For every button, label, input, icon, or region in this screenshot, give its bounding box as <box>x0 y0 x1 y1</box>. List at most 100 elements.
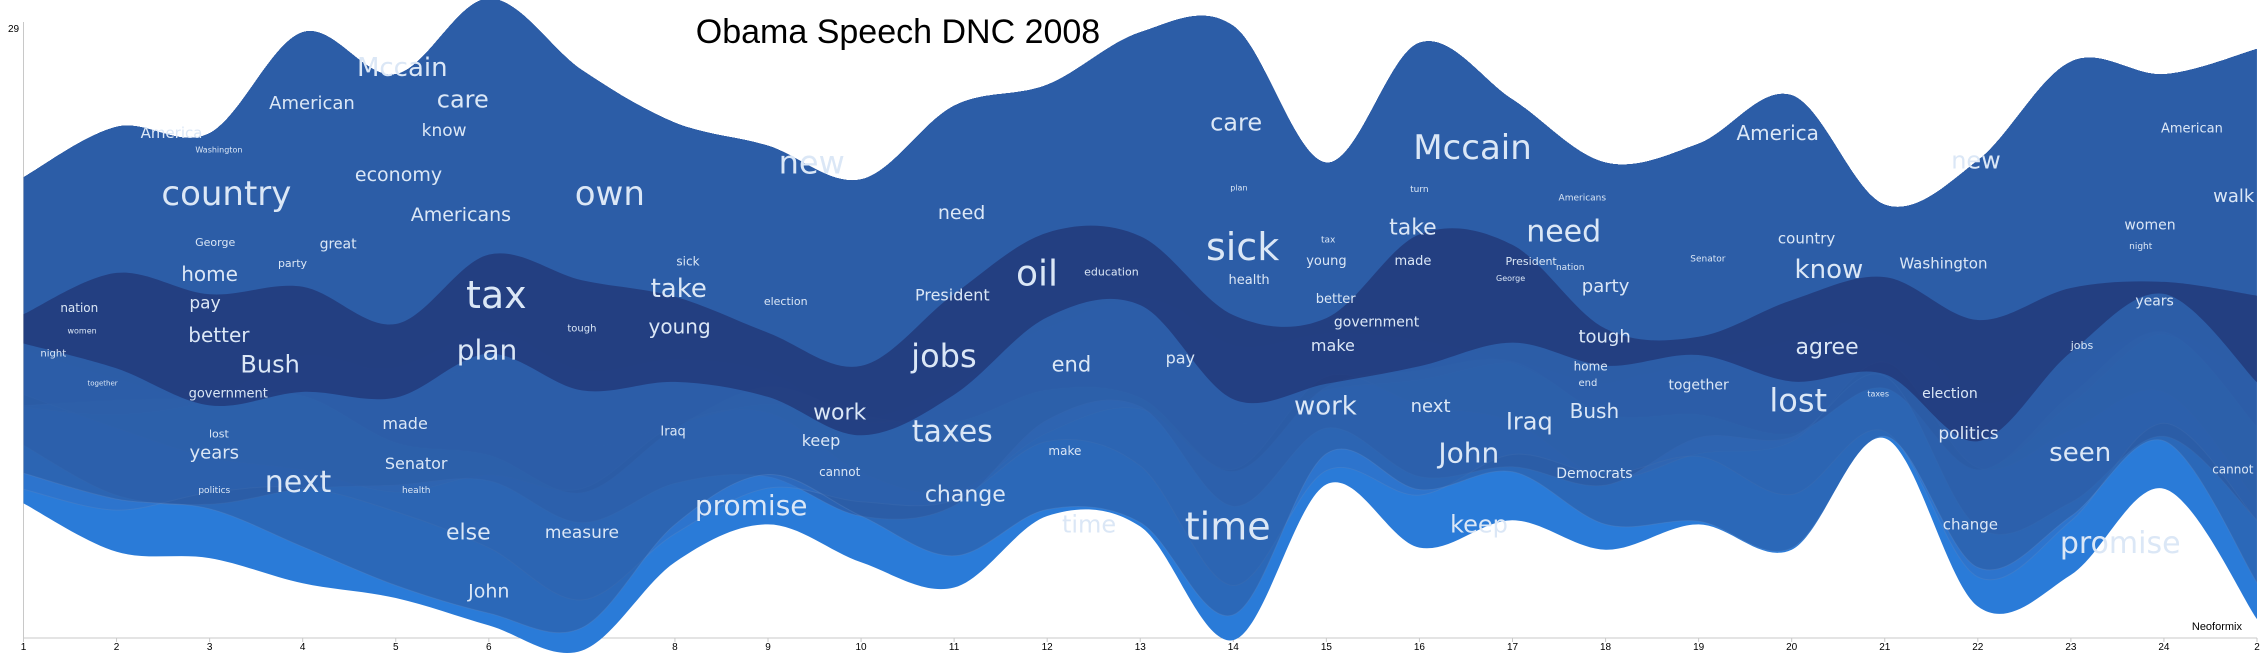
x-tick-label: 4 <box>300 642 306 653</box>
stream-word-label: President <box>915 286 990 305</box>
stream-word-label: Washington <box>195 146 242 155</box>
stream-word-label: tax <box>466 273 527 317</box>
stream-word-label: promise <box>695 489 808 522</box>
stream-word-label: next <box>1411 396 1451 417</box>
stream-word-label: health <box>1229 273 1270 288</box>
stream-word-label: measure <box>545 523 619 543</box>
stream-word-label: sick <box>1206 225 1279 269</box>
stream-word-label: years <box>2135 293 2174 309</box>
x-tick-label: 23 <box>2065 642 2077 653</box>
stream-word-label: Mccain <box>1413 128 1532 168</box>
stream-word-label: George <box>195 236 235 249</box>
stream-word-label: Bush <box>1570 399 1620 423</box>
x-tick-label: 2 <box>114 642 120 653</box>
stream-word-label: years <box>190 442 240 463</box>
x-tick-label: 22 <box>1972 642 1984 653</box>
x-tick-label: 11 <box>949 642 960 653</box>
stream-word-label: together <box>1668 378 1729 394</box>
stream-word-label: American <box>269 93 355 114</box>
stream-word-label: work <box>813 400 866 425</box>
stream-word-label: taxes <box>1867 390 1889 399</box>
stream-word-label: education <box>1084 266 1139 279</box>
stream-word-label: own <box>575 174 645 214</box>
stream-word-label: America <box>1736 121 1819 145</box>
x-tick-label: 6 <box>486 642 492 653</box>
x-tick-label: 24 <box>2158 642 2170 653</box>
stream-word-label: tough <box>567 323 596 334</box>
stream-word-label: tax <box>1321 235 1336 245</box>
word-labels: countryAmericaWashingtonAmericanMccainca… <box>40 53 2254 603</box>
stream-word-label: time <box>1062 510 1116 538</box>
stream-word-label: John <box>467 581 509 603</box>
x-tick-label: 16 <box>1414 642 1426 653</box>
stream-word-label: care <box>437 86 489 114</box>
stream-word-label: next <box>265 465 332 500</box>
stream-word-label: new <box>1951 147 2001 175</box>
stream-core-layer <box>23 225 2257 442</box>
x-tick-label: 9 <box>765 642 771 653</box>
x-tick-label: 8 <box>672 642 678 653</box>
stream-word-label: keep <box>802 431 841 450</box>
stream-word-label: great <box>320 237 358 253</box>
stream-word-label: better <box>188 323 250 347</box>
x-tick-label: 13 <box>1135 642 1147 653</box>
stream-word-label: change <box>1943 515 1998 533</box>
stream-word-label: Americans <box>411 204 511 226</box>
stream-word-label: lost <box>209 428 230 441</box>
stream-word-label: election <box>1922 386 1978 402</box>
stream-word-label: country <box>161 174 291 214</box>
stream-word-label: else <box>446 520 491 545</box>
stream-word-label: government <box>1334 315 1420 331</box>
stream-word-label: health <box>402 486 431 496</box>
stream-word-label: seen <box>2049 438 2111 468</box>
stream-word-label: new <box>779 144 845 182</box>
x-tick-label: 2 <box>2254 642 2260 653</box>
stream-word-label: women <box>2124 218 2175 234</box>
stream-word-label: need <box>938 202 985 224</box>
stream-word-label: government <box>189 387 268 402</box>
stream-word-label: home <box>1574 360 1608 374</box>
stream-word-label: cannot <box>2212 463 2254 477</box>
stream-word-label: pay <box>1166 349 1195 368</box>
stream-word-label: America <box>141 124 203 142</box>
stream-word-label: party <box>278 257 308 270</box>
stream-word-label: tough <box>1578 327 1630 348</box>
stream-word-label: cannot <box>819 465 861 479</box>
stream-word-label: turn <box>1410 185 1428 195</box>
stream-word-label: night <box>40 349 66 360</box>
x-tick-label: 12 <box>1042 642 1054 653</box>
stream-word-label: jobs <box>910 337 976 375</box>
credit-label: Neoformix <box>2192 621 2243 633</box>
stream-word-label: John <box>1436 436 1499 469</box>
stream-word-label: home <box>181 262 238 286</box>
stream-word-label: plan <box>457 333 517 366</box>
x-tick-label: 5 <box>393 642 399 653</box>
stream-inner-layers <box>23 0 2257 634</box>
stream-word-label: country <box>1778 229 1835 247</box>
x-tick-label: 21 <box>1879 642 1891 653</box>
stream-word-label: make <box>1048 444 1081 458</box>
stream-word-label: Iraq <box>660 424 685 439</box>
x-tick-label: 20 <box>1786 642 1798 653</box>
stream-word-label: pay <box>189 294 220 314</box>
stream-word-label: take <box>651 274 707 304</box>
stream-word-label: President <box>1505 255 1557 268</box>
stream-word-label: agree <box>1796 335 1859 360</box>
stream-word-label: Mccain <box>357 53 448 83</box>
stream-word-label: Washington <box>1899 255 1987 273</box>
x-tick-label: 15 <box>1321 642 1333 653</box>
stream-word-label: Senator <box>385 454 448 473</box>
stream-word-label: promise <box>2060 526 2181 561</box>
x-tick-label: 3 <box>207 642 213 653</box>
x-tick-label: 18 <box>1600 642 1612 653</box>
stream-word-label: nation <box>60 301 98 315</box>
stream-word-label: George <box>1496 274 1525 283</box>
stream-word-label: work <box>1294 392 1357 422</box>
stream-word-label: end <box>1578 378 1597 389</box>
stream-word-label: Americans <box>1559 193 1607 203</box>
stream-word-label: economy <box>355 164 442 186</box>
x-tick-label: 1 <box>21 642 27 653</box>
stream-word-label: American <box>2161 122 2223 137</box>
stream-word-label: sick <box>676 255 699 269</box>
stream-word-label: young <box>649 315 711 339</box>
